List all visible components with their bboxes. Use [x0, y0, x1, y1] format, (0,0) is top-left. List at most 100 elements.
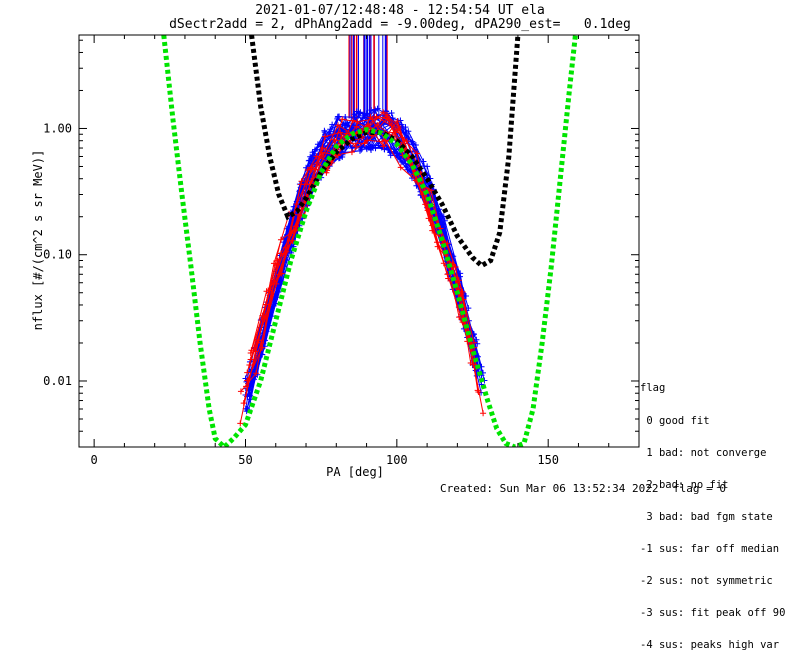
flux-point — [363, 144, 370, 151]
flux-point — [455, 277, 462, 284]
y-axis-label: nflux [#/(cm^2 s sr MeV)] — [31, 150, 45, 331]
flux-point — [244, 369, 251, 376]
fit-curve — [161, 35, 578, 447]
flux-point — [425, 215, 432, 222]
chart-title-line2: dSectr2add = 2, dPhAng2add = -9.00deg, d… — [169, 17, 631, 32]
flux-point — [240, 400, 247, 407]
flux-point — [314, 141, 321, 148]
flux-point — [420, 163, 427, 170]
flux-point — [405, 134, 412, 141]
flag-legend-item: 0 good fit — [640, 414, 710, 427]
flux-point — [339, 116, 346, 123]
flux-point — [372, 106, 379, 113]
flux-point — [388, 109, 395, 116]
flux-point — [338, 134, 345, 141]
flux-point — [277, 250, 284, 257]
flux-point — [380, 143, 387, 150]
flux-point — [467, 359, 474, 366]
flux-point — [331, 136, 338, 143]
flux-point — [471, 339, 478, 346]
fit-curve — [249, 35, 521, 269]
flux-point — [270, 260, 277, 267]
flux-point — [329, 121, 336, 128]
flux-point — [392, 129, 399, 136]
flux-point — [361, 140, 368, 147]
flux-point — [261, 316, 268, 323]
flux-point — [360, 112, 367, 119]
flux-point — [368, 107, 375, 114]
flux-point — [440, 260, 447, 267]
flux-point — [452, 264, 459, 271]
flux-point — [456, 314, 463, 321]
flag-legend-item: -1 sus: far off median — [640, 542, 780, 555]
flux-trace — [246, 120, 475, 412]
flux-point — [246, 362, 253, 369]
flux-point — [394, 118, 401, 125]
flux-point — [348, 149, 355, 156]
flux-point — [349, 117, 356, 124]
flux-point — [463, 293, 470, 300]
plot-frame — [78, 34, 640, 448]
footer-flag: flag = 0 — [673, 482, 726, 495]
flux-point — [248, 347, 255, 354]
flux-point — [352, 143, 359, 150]
x-tick-label: 100 — [386, 453, 408, 467]
flux-point — [288, 230, 295, 237]
flag-legend-item: -3 sus: fit peak off 90 — [640, 607, 786, 620]
flux-point — [397, 164, 404, 171]
x-axis-label: PA [deg] — [326, 465, 384, 479]
footer-created: Created: Sun Mar 06 13:52:34 2022 — [440, 482, 659, 495]
flux-point — [480, 410, 487, 417]
y-tick-label: 1.00 — [43, 121, 72, 135]
flag-legend-title: flag — [640, 382, 666, 395]
flux-point — [276, 271, 283, 278]
x-tick-label: 150 — [537, 453, 559, 467]
flux-point — [367, 144, 374, 151]
flux-point — [357, 110, 364, 117]
flux-point — [474, 340, 481, 347]
flux-point — [319, 144, 326, 151]
flag-legend-item: -4 sus: peaks high var — [640, 639, 780, 652]
x-tick-label: 0 — [91, 453, 98, 467]
flux-point — [379, 138, 386, 145]
x-tick-label: 50 — [238, 453, 252, 467]
flux-point — [274, 261, 281, 268]
flux-point — [395, 123, 402, 130]
flux-point — [255, 337, 262, 344]
flux-point — [322, 133, 329, 140]
flux-point — [293, 201, 300, 208]
pitch-angle-chart: 0 50 100 150 0.01 0.10 1.00 PA [deg] nflux [#/… — [31, 34, 640, 479]
flux-point — [445, 275, 452, 282]
flux-point — [291, 227, 298, 234]
flux-point — [475, 389, 482, 396]
flux-point — [308, 166, 315, 173]
flux-point — [402, 124, 409, 131]
flux-trace — [245, 122, 474, 379]
flag-legend-item: -2 sus: not symmetric — [640, 575, 773, 588]
flux-point — [367, 114, 374, 121]
flux-trace — [250, 116, 479, 393]
flux-point — [414, 150, 421, 157]
chart-title-line1: 2021-01-07/12:48:48 - 12:54:54 UT ela — [255, 3, 545, 18]
flux-point — [243, 406, 250, 413]
flux-point — [380, 109, 387, 116]
y-tick-label: 0.01 — [43, 374, 72, 388]
flux-trace — [246, 111, 475, 381]
flag-legend: flag 0 good fit 1 bad: not converge 2 ba… — [640, 362, 785, 662]
flux-point — [375, 142, 382, 149]
flag-legend-item: 1 bad: not converge — [640, 446, 767, 459]
flag-legend-item: 3 bad: bad fgm state — [640, 510, 773, 523]
flux-point — [237, 420, 244, 427]
flux-point — [353, 123, 360, 130]
flux-point — [259, 344, 266, 351]
flux-point — [409, 175, 416, 182]
flux-point — [337, 129, 344, 136]
flux-point — [298, 178, 305, 185]
flux-point — [253, 370, 260, 377]
flag-legend-item: 2 bad: no fit — [640, 478, 729, 491]
flux-point — [237, 388, 244, 395]
y-tick-label: 0.10 — [43, 248, 72, 262]
flux-point — [244, 377, 251, 384]
flux-point — [334, 114, 341, 121]
flux-point — [358, 146, 365, 153]
